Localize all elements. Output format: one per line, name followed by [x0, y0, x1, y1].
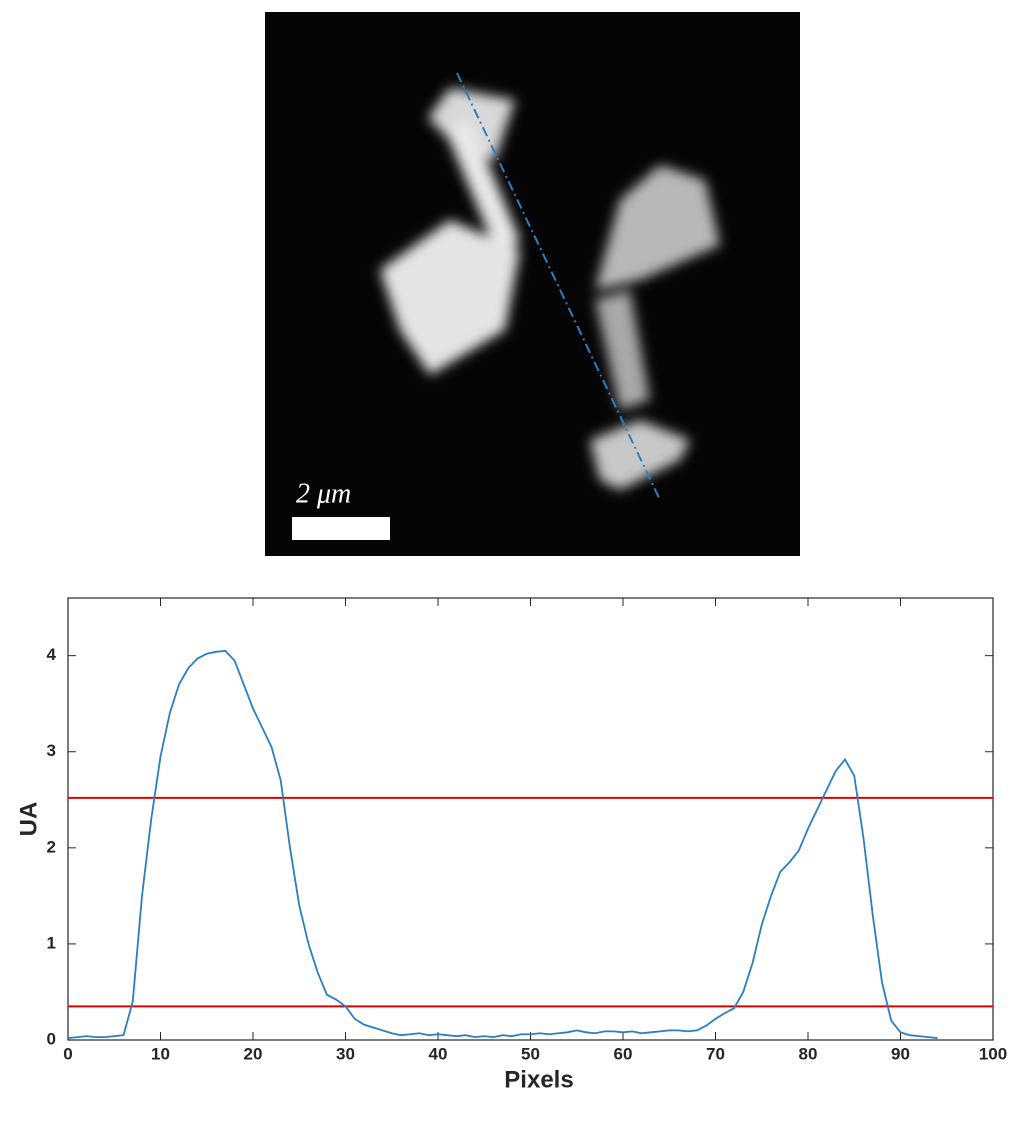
y-tick-label: 4: [47, 645, 57, 664]
data-line: [67, 649, 938, 1039]
x-tick-label: 100: [979, 1044, 1007, 1063]
plot-frame: [67, 597, 994, 1041]
x-tick-label: 30: [336, 1044, 355, 1063]
x-tick-label: 60: [614, 1044, 633, 1063]
scale-bar-label: 2 μm: [296, 478, 351, 509]
x-tick-label: 10: [151, 1044, 170, 1063]
y-tick-label: 0: [47, 1029, 56, 1048]
particles: [380, 88, 720, 490]
x-tick-label: 0: [63, 1044, 72, 1063]
scale-bar: [292, 517, 390, 540]
micrograph: 2 μm: [265, 12, 800, 556]
image-background: [265, 12, 800, 556]
x-tick-label: 90: [891, 1044, 910, 1063]
x-tick-label: 20: [244, 1044, 263, 1063]
x-tick-label: 70: [706, 1044, 725, 1063]
y-tick-label: 2: [47, 837, 56, 856]
x-tick-label: 40: [429, 1044, 448, 1063]
x-tick-label: 50: [521, 1044, 540, 1063]
x-tick-label: 80: [799, 1044, 818, 1063]
y-tick-label: 1: [47, 933, 56, 952]
x-axis-label: Pixels: [504, 1066, 573, 1093]
y-tick-label: 3: [47, 741, 56, 760]
y-axis-label: UA: [15, 802, 42, 837]
